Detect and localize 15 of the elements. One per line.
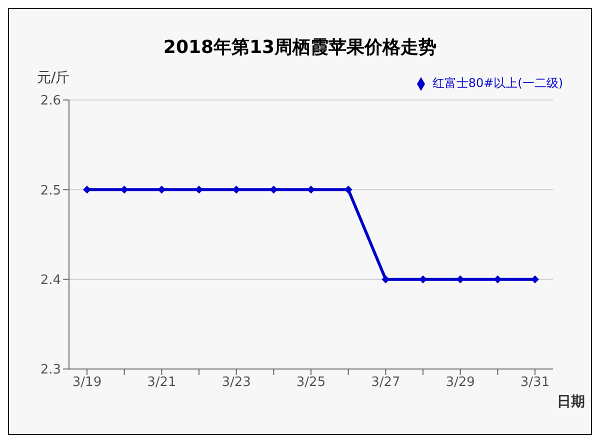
x-tick-label: 3/23 bbox=[222, 375, 251, 390]
chart-title: 2018年第13周栖霞苹果价格走势 bbox=[162, 36, 438, 59]
legend-label: 红富士80#以上(一二级) bbox=[432, 76, 563, 90]
x-tick-label: 3/31 bbox=[520, 375, 550, 390]
x-tick-label: 3/25 bbox=[296, 375, 326, 390]
y-tick-label: 2.4 bbox=[40, 272, 61, 288]
y-tick-label: 2.5 bbox=[40, 183, 61, 198]
x-axis-title: 日期 bbox=[557, 393, 585, 411]
x-tick-label: 3/27 bbox=[371, 375, 400, 390]
x-tick-label: 3/21 bbox=[147, 375, 176, 390]
x-tick-label: 3/29 bbox=[446, 375, 475, 390]
y-tick-label: 2.3 bbox=[40, 362, 61, 378]
y-tick-label: 2.6 bbox=[40, 94, 61, 109]
y-axis-title: 元/斤 bbox=[37, 69, 70, 87]
x-tick-label: 3/19 bbox=[72, 375, 102, 390]
